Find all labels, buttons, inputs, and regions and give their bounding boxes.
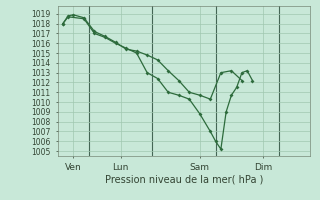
X-axis label: Pression niveau de la mer( hPa ): Pression niveau de la mer( hPa ) <box>105 175 263 185</box>
